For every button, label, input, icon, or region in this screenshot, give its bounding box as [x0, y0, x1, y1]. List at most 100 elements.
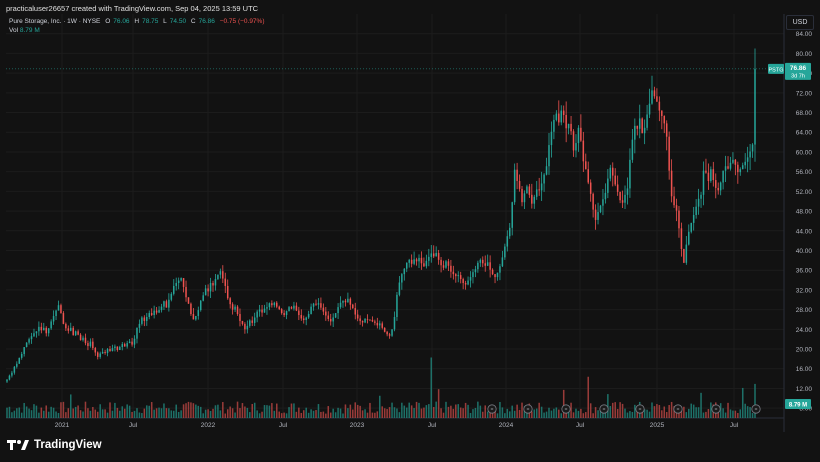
candle-body[interactable] [410, 259, 413, 264]
candle-body[interactable] [30, 336, 33, 340]
candle-body[interactable] [177, 280, 180, 284]
candle-body[interactable] [496, 272, 499, 278]
candle-body[interactable] [619, 191, 621, 201]
candle-body[interactable] [133, 338, 136, 345]
candle-body[interactable] [423, 263, 425, 267]
candle-body[interactable] [89, 341, 92, 347]
candle-body[interactable] [695, 206, 697, 216]
candle-body[interactable] [116, 346, 119, 351]
candle-body[interactable] [467, 280, 469, 285]
candle-body[interactable] [94, 348, 97, 353]
candle-body[interactable] [293, 305, 295, 309]
candle-body[interactable] [455, 274, 457, 277]
candle-body[interactable] [484, 263, 486, 266]
candle-body[interactable] [501, 257, 504, 267]
candle-body[interactable] [8, 375, 11, 380]
candle-body[interactable] [72, 327, 74, 336]
candle-body[interactable] [77, 331, 79, 335]
candle-body[interactable] [322, 307, 325, 312]
candle-body[interactable] [109, 349, 111, 351]
candle-body[interactable] [435, 252, 437, 257]
candle-body[interactable] [732, 159, 734, 163]
candle-body[interactable] [624, 194, 626, 203]
candle-body[interactable] [114, 346, 116, 349]
candle-body[interactable] [182, 278, 185, 287]
candle-body[interactable] [562, 110, 565, 115]
candle-body[interactable] [60, 305, 62, 314]
candle-body[interactable] [734, 159, 737, 165]
candle-body[interactable] [621, 200, 624, 203]
candle-body[interactable] [195, 316, 197, 320]
candle-body[interactable] [440, 259, 442, 266]
candle-body[interactable] [310, 306, 312, 315]
candle-body[interactable] [187, 297, 190, 304]
candle-body[interactable] [437, 252, 440, 260]
candle-body[interactable] [504, 246, 506, 258]
candle-body[interactable] [491, 269, 494, 275]
candle-body[interactable] [396, 294, 398, 317]
candle-body[interactable] [87, 343, 89, 347]
candle-body[interactable] [381, 323, 383, 328]
candle-body[interactable] [413, 259, 415, 264]
candle-body[interactable] [236, 306, 239, 315]
candle-body[interactable] [290, 307, 293, 309]
candle-body[interactable] [545, 166, 548, 175]
candle-body[interactable] [386, 331, 388, 335]
candle-body[interactable] [288, 307, 290, 312]
candle-body[interactable] [479, 259, 482, 263]
candle-body[interactable] [754, 68, 756, 145]
candle-body[interactable] [170, 293, 173, 300]
candle-body[interactable] [241, 320, 244, 324]
candle-body[interactable] [84, 337, 87, 344]
candle-body[interactable] [651, 90, 653, 104]
candle-body[interactable] [489, 262, 491, 270]
candle-body[interactable] [464, 283, 467, 285]
candle-body[interactable] [553, 119, 555, 132]
candle-body[interactable] [35, 331, 38, 334]
candle-body[interactable] [450, 265, 452, 272]
currency-button[interactable]: USD [786, 15, 814, 30]
candle-body[interactable] [23, 347, 25, 354]
candle-body[interactable] [11, 372, 13, 376]
candle-body[interactable] [150, 313, 153, 316]
candle-body[interactable] [366, 318, 369, 320]
candle-body[interactable] [231, 304, 234, 310]
candle-body[interactable] [690, 222, 692, 232]
candle-body[interactable] [307, 314, 310, 318]
candle-body[interactable] [457, 275, 460, 277]
candle-body[interactable] [408, 259, 410, 263]
candle-body[interactable] [653, 90, 656, 97]
candle-body[interactable] [376, 322, 379, 326]
candle-body[interactable] [749, 151, 751, 158]
candle-body[interactable] [741, 165, 744, 170]
candle-body[interactable] [739, 169, 742, 173]
candle-body[interactable] [567, 123, 570, 129]
candle-body[interactable] [499, 266, 501, 273]
candle-body[interactable] [572, 131, 575, 151]
candle-body[interactable] [57, 305, 60, 311]
candle-body[interactable] [253, 317, 256, 323]
candle-body[interactable] [665, 123, 668, 137]
candle-body[interactable] [636, 125, 639, 129]
candle-body[interactable] [533, 196, 536, 204]
candle-body[interactable] [204, 288, 207, 296]
candle-body[interactable] [403, 268, 406, 275]
candle-body[interactable] [597, 212, 599, 220]
candle-body[interactable] [558, 113, 560, 123]
candle-body[interactable] [391, 329, 393, 336]
candle-body[interactable] [477, 262, 479, 270]
candle-body[interactable] [609, 167, 612, 179]
candle-body[interactable] [158, 310, 160, 313]
candle-body[interactable] [354, 308, 357, 315]
candle-body[interactable] [202, 295, 204, 301]
candle-body[interactable] [33, 333, 35, 337]
candle-body[interactable] [580, 127, 582, 141]
candle-body[interactable] [268, 303, 271, 308]
candle-body[interactable] [128, 341, 131, 344]
candle-body[interactable] [616, 184, 619, 192]
candle-body[interactable] [727, 166, 729, 169]
candle-body[interactable] [648, 103, 651, 115]
candle-body[interactable] [47, 328, 50, 334]
candle-body[interactable] [614, 175, 616, 185]
